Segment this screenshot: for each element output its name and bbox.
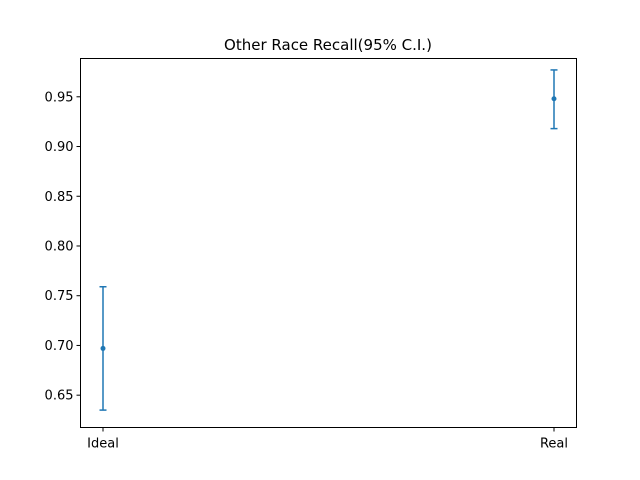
y-tick-label: 0.65 <box>45 389 74 404</box>
chart-title: Other Race Recall(95% C.I.) <box>224 36 432 54</box>
error-bar-point <box>99 286 107 411</box>
plot-frame <box>80 58 577 428</box>
x-tick-label: Real <box>540 437 568 452</box>
y-tick-label: 0.85 <box>45 190 74 205</box>
x-axis: Ideal Real <box>87 427 568 452</box>
y-tick-label: 0.90 <box>45 140 74 155</box>
y-tick-label: 0.75 <box>45 289 74 304</box>
x-tick-label: Ideal <box>87 437 119 452</box>
y-axis: 0.65 0.70 0.75 0.80 0.85 0.90 0.95 <box>45 90 81 404</box>
y-tick-label: 0.95 <box>45 90 74 105</box>
error-bar-point <box>550 69 558 130</box>
data-marks <box>99 69 558 411</box>
data-point <box>551 96 557 102</box>
data-point <box>100 345 106 351</box>
y-tick-label: 0.70 <box>45 339 74 354</box>
y-tick-label: 0.80 <box>45 239 74 254</box>
